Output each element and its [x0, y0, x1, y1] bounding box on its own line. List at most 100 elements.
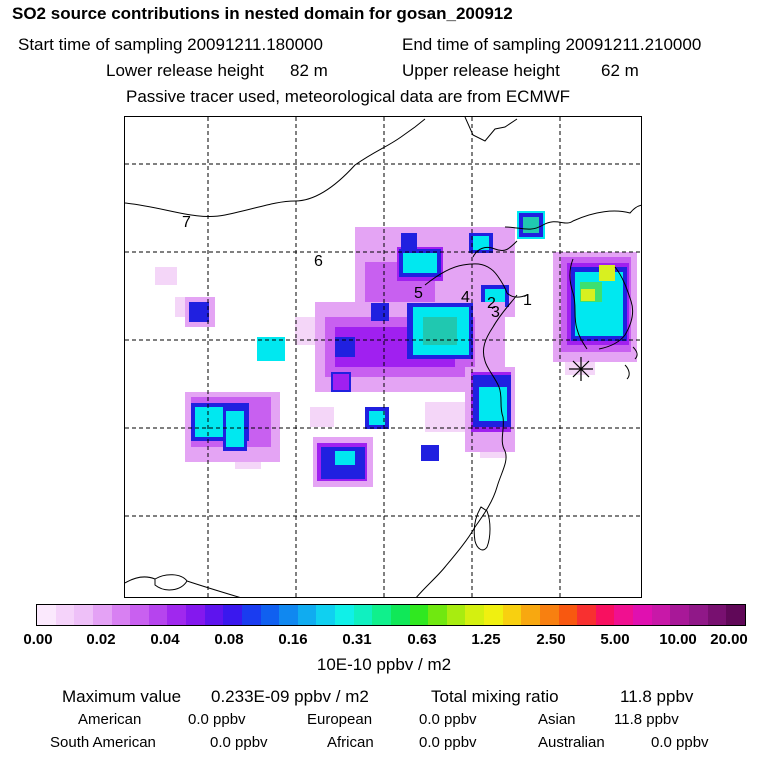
- color-scale-cell: [297, 605, 317, 625]
- bohai-coast: [424, 263, 528, 298]
- korea-border: [504, 204, 641, 230]
- scale-tick: 10.00: [659, 631, 697, 648]
- plume-cell: [403, 253, 437, 273]
- plume-cell: [401, 233, 417, 251]
- plume-cell: [473, 236, 489, 250]
- asian-label: Asian: [538, 711, 576, 728]
- scale-tick: 0.08: [214, 631, 244, 648]
- region-label-4: 4: [461, 289, 470, 306]
- page-title: SO2 source contributions in nested domai…: [12, 4, 513, 23]
- scale-tick: 0.00: [23, 631, 53, 648]
- color-scale-cell: [484, 605, 503, 625]
- plume-cell: [226, 411, 244, 447]
- scale-tick: 1.25: [471, 631, 501, 648]
- scale-tick: 2.50: [536, 631, 566, 648]
- region-label-1: 1: [523, 292, 532, 309]
- region-label-2: 2: [487, 295, 496, 312]
- plume-cell: [310, 407, 334, 427]
- plume-cell: [599, 265, 615, 281]
- upper-release-label: Upper release height: [402, 61, 560, 80]
- total-mixing-value: 11.8 ppbv: [620, 687, 694, 706]
- scale-tick: 5.00: [600, 631, 630, 648]
- african-value: 0.0 ppbv: [419, 734, 477, 751]
- color-scale-cell: [577, 605, 596, 625]
- color-scale-cell: [316, 605, 335, 625]
- scale-tick: 0.02: [86, 631, 116, 648]
- color-scale-cell: [521, 605, 540, 625]
- scale-tick: 0.31: [342, 631, 372, 648]
- plume-cell: [581, 289, 595, 301]
- china-east-coast: [416, 294, 518, 597]
- korea-peninsula-east: [598, 266, 634, 350]
- color-scale-cell: [241, 605, 261, 625]
- color-scale-cell: [670, 605, 689, 625]
- upper-release-value: 62 m: [601, 61, 639, 80]
- color-scale-cell: [726, 605, 745, 625]
- region-label-5: 5: [414, 285, 423, 302]
- lower-release-value: 82 m: [290, 61, 328, 80]
- bohai-inner: [472, 240, 518, 258]
- color-scale-cell: [707, 605, 727, 625]
- station-star-marker: [569, 357, 593, 381]
- region-label-3: 3: [491, 304, 500, 321]
- color-scale-cell: [465, 605, 484, 625]
- plume-cell: [421, 445, 439, 461]
- plume-cell: [523, 217, 539, 233]
- color-scale-cell: [372, 605, 391, 625]
- max-value-label: Maximum value: [62, 687, 182, 706]
- color-scale-cell: [204, 605, 224, 625]
- model-note: Passive tracer used, meteorological data…: [126, 87, 571, 106]
- color-scale-cell: [539, 605, 559, 625]
- color-scale-cell: [279, 605, 298, 625]
- color-scale-cell: [223, 605, 242, 625]
- color-scale-cell: [390, 605, 410, 625]
- australian-label: Australian: [538, 734, 605, 751]
- northern-border: [125, 118, 426, 217]
- total-mixing-label: Total mixing ratio: [431, 687, 559, 706]
- australian-value: 0.0 ppbv: [651, 734, 709, 751]
- color-scale-cell: [595, 605, 615, 625]
- color-scale-cell: [92, 605, 112, 625]
- plume-cell: [423, 317, 457, 345]
- european-value: 0.0 ppbv: [419, 711, 477, 728]
- color-scale-cell: [558, 605, 578, 625]
- map-canvas: 1 2 3 4 5 6 7: [125, 117, 641, 597]
- color-scale-cell: [167, 605, 186, 625]
- plume-cell: [371, 303, 389, 321]
- scale-tick: 0.16: [278, 631, 308, 648]
- coastline-layer: [125, 117, 641, 597]
- south-american-value: 0.0 ppbv: [210, 734, 268, 751]
- plume-cell: [335, 337, 355, 357]
- plume-cell: [485, 289, 505, 303]
- plume-cell: [257, 337, 285, 361]
- color-scale-cell: [353, 605, 373, 625]
- color-scale-cell: [148, 605, 168, 625]
- european-label: European: [307, 711, 373, 728]
- northeast-border: [464, 117, 518, 142]
- max-value: 0.233E-09 ppbv / m2: [211, 687, 369, 706]
- plume-cell: [575, 272, 623, 336]
- african-label: African: [327, 734, 374, 751]
- scale-unit-label: 10E-10 ppbv / m2: [316, 655, 452, 674]
- plume-cell: [333, 374, 349, 390]
- color-scale-cell: [502, 605, 522, 625]
- lower-release-label: Lower release height: [106, 61, 264, 80]
- lat-lon-grid: [125, 117, 641, 597]
- color-scale-cell: [260, 605, 280, 625]
- color-scale-cell: [111, 605, 131, 625]
- color-scale-cell: [409, 605, 429, 625]
- japan-islands: [624, 346, 638, 380]
- color-scale-cell: [633, 605, 652, 625]
- scale-tick: 0.04: [150, 631, 180, 648]
- color-scale-cell: [186, 605, 205, 625]
- american-label: American: [78, 711, 142, 728]
- color-scale-cell: [335, 605, 354, 625]
- gulf-coast: [125, 576, 241, 597]
- color-scale-cell: [55, 605, 75, 625]
- taiwan: [473, 506, 491, 551]
- south-american-label: South American: [50, 734, 156, 751]
- color-scale-cell: [37, 605, 56, 625]
- scale-tick: 0.63: [407, 631, 437, 648]
- color-scale-bar: [36, 604, 746, 626]
- plume-cell: [369, 411, 385, 425]
